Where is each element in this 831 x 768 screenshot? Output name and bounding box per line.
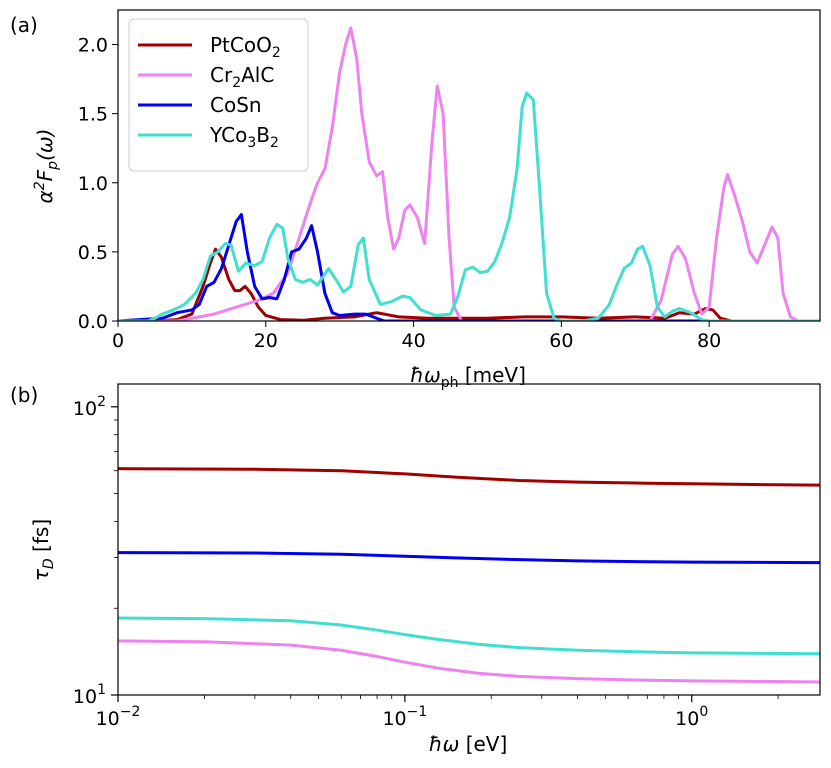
series-line-cr2alc: [118, 26, 820, 321]
y-tick-label-1-5: 1.5: [78, 104, 108, 126]
legend-entry-cosn: CoSn: [138, 93, 262, 117]
legend-label-ptcoo2: PtCoO2: [210, 33, 281, 61]
y-tick-label-0-0: 0.0: [78, 311, 108, 333]
x-tick-label-60: 60: [549, 330, 573, 352]
panel-a-frame: [117, 9, 821, 322]
panel-b-x-axis-label: ħω [eV]: [429, 732, 508, 756]
panel-b-frame: [117, 383, 821, 696]
series-line-ptcoo2: [118, 467, 820, 487]
y-tick-label-10e2: 102: [73, 394, 106, 420]
x-tick-label-10e0: 100: [675, 704, 708, 730]
legend-entry-ptcoo2: PtCoO2: [138, 33, 281, 61]
panel-a: (a) 0 20 40 60 800.00.51.01.52.0 ħωph [meV] …: [10, 9, 821, 391]
panel-b-ticks: 10−2 10−1 100 101 102: [73, 394, 779, 730]
series-line-yco3b2: [118, 91, 820, 321]
legend-entry-yco3b2: YCo3B2: [138, 123, 279, 151]
series-line-yco3b2: [118, 616, 820, 656]
panel-b-plot-area: [117, 383, 821, 696]
panel-b-label: (b): [10, 383, 38, 407]
legend-box: [128, 18, 309, 172]
y-tick-label-10e1: 101: [73, 682, 106, 708]
y-tick-label-0-5: 0.5: [78, 242, 108, 264]
x-tick-label-20: 20: [254, 330, 278, 352]
panel-b-y-axis-label: τD [fs]: [29, 519, 57, 581]
x-tick-label-40: 40: [401, 330, 425, 352]
y-tick-label-2-0: 2.0: [78, 35, 108, 57]
legend-label-cosn: CoSn: [210, 93, 262, 117]
series-line-cosn: [118, 213, 820, 321]
series-line-cosn: [118, 551, 820, 565]
series-line-cr2alc: [118, 639, 820, 684]
legend-entry-cr2alc: Cr2AlC: [138, 63, 274, 91]
legend-label-cr2alc: Cr2AlC: [210, 63, 274, 91]
y-tick-label-1-0: 1.0: [78, 173, 108, 195]
legend-label-yco3b2: YCo3B2: [209, 123, 279, 151]
x-tick-label-10e-2: 10−2: [96, 704, 141, 730]
panel-b: (b) 10−2 10−1 100 101 102 ħω [eV] τD [fs]: [10, 383, 821, 756]
x-tick-label-0: 0: [112, 330, 124, 352]
panel-a-y-axis-label: α2Fp(ω): [32, 129, 61, 204]
panel-a-label: (a): [10, 13, 38, 37]
panel-a-ticks: 0 20 40 60 80 0.0 0.5 1.0 1.5 2.0: [78, 35, 721, 352]
legend: PtCoO2 Cr2AlC CoSn YCo3B2: [128, 18, 309, 172]
x-tick-label-80: 80: [697, 330, 721, 352]
panel-a-plot-area: [117, 9, 821, 322]
panel-a-x-axis-label: ħωph [meV]: [410, 363, 526, 391]
series-line-ptcoo2: [118, 247, 820, 321]
x-tick-label-10e-1: 10−1: [382, 704, 427, 730]
